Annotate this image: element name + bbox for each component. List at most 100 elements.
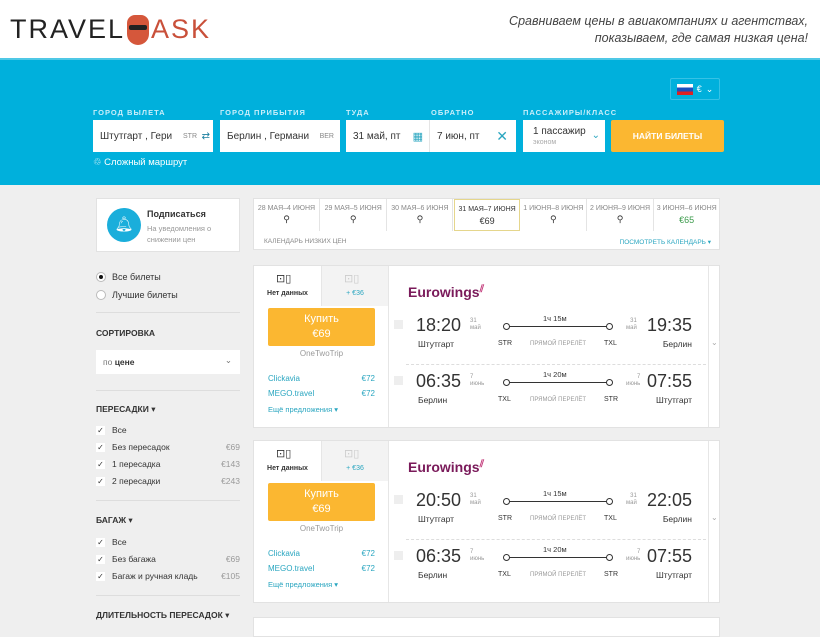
from-value: Штутгарт , Гери bbox=[100, 130, 173, 142]
close-icon[interactable]: ✕ bbox=[496, 127, 508, 144]
checkbox-checked-icon[interactable]: ✓ bbox=[96, 442, 105, 452]
filter-checkbox[interactable]: ✓ Багаж и ручная кладь €105 bbox=[96, 571, 240, 581]
swap-icon[interactable]: ⇄ bbox=[201, 130, 210, 142]
view-calendar-link[interactable]: ПОСМОТРЕТЬ КАЛЕНДАРЬ ▾ bbox=[619, 239, 711, 246]
flight-segment[interactable]: 20:50 31 май Штутгарт 1ч 15м STR ПРЯМОЙ П… bbox=[386, 488, 706, 538]
expand-chevron-icon[interactable]: ⌄ bbox=[711, 513, 718, 522]
departure-city: Берлин bbox=[418, 395, 448, 405]
calendar-day[interactable]: 28 МАЯ–4 ИЮНЯ ⚲ bbox=[254, 199, 320, 231]
tab-baggage[interactable]: ⊡▯ + €36 bbox=[321, 266, 388, 306]
tab-baggage[interactable]: ⊡▯ + €36 bbox=[321, 441, 388, 481]
checkbox-checked-icon[interactable]: ✓ bbox=[96, 459, 105, 469]
baggage-heading[interactable]: БАГАЖ ▾ bbox=[96, 515, 133, 525]
filter-label: 1 пересадка bbox=[112, 459, 161, 469]
flight-segment[interactable]: 06:35 7 июнь Берлин 1ч 20м TXL ПРЯМОЙ ПЕР… bbox=[386, 369, 706, 419]
russia-flag-icon bbox=[676, 83, 693, 95]
offer-agency: Clickavia bbox=[268, 374, 301, 383]
checkbox-checked-icon[interactable]: ✓ bbox=[96, 425, 105, 435]
buy-button[interactable]: Купить €69 bbox=[268, 308, 375, 346]
filter-checkbox[interactable]: ✓ 2 пересадки €243 bbox=[96, 476, 240, 486]
sort-select[interactable]: по цене ⌄ bbox=[96, 350, 240, 374]
pax-label: ПАССАЖИРЫ/КЛАСС bbox=[523, 108, 618, 117]
segment-checkbox[interactable] bbox=[394, 551, 403, 560]
departure-time: 06:35 bbox=[416, 371, 462, 391]
month: июнь bbox=[626, 381, 641, 387]
arrival-city: Штутгарт bbox=[656, 570, 692, 580]
more-offers-link[interactable]: Ещё предложения ▾ bbox=[268, 405, 339, 414]
divider bbox=[96, 390, 240, 391]
filter-checkbox[interactable]: ✓ Все bbox=[96, 537, 240, 547]
logo-text-ask: ASK bbox=[151, 14, 212, 44]
tab-no-data[interactable]: ⊡▯ Нет данных bbox=[254, 266, 321, 306]
currency-selector[interactable]: € ⌄ bbox=[670, 78, 720, 100]
filter-checkbox[interactable]: ✓ Без пересадок €69 bbox=[96, 442, 240, 452]
flight-type: ПРЯМОЙ ПЕРЕЛЁТ bbox=[530, 572, 587, 578]
divider bbox=[96, 500, 240, 501]
flight-segment[interactable]: 06:35 7 июнь Берлин 1ч 20м TXL ПРЯМОЙ ПЕР… bbox=[386, 544, 706, 594]
logo[interactable]: TRAVEL ASK bbox=[10, 14, 211, 45]
subscribe-box[interactable]: 🔔︎ Подписаться На уведомления о снижении … bbox=[96, 198, 240, 252]
stops-heading[interactable]: ПЕРЕСАДКИ ▾ bbox=[96, 404, 156, 414]
offer-row[interactable]: Clickavia €72 bbox=[268, 549, 375, 558]
complex-route-link[interactable]: ♲ Сложный маршрут bbox=[93, 157, 187, 168]
checkbox-checked-icon[interactable]: ✓ bbox=[96, 571, 105, 581]
from-input[interactable]: Штутгарт , Гери STR ⇄ bbox=[93, 120, 213, 152]
offer-row[interactable]: MEGO.travel €72 bbox=[268, 389, 375, 398]
return-date-input[interactable]: 7 июн, пт ✕ bbox=[430, 120, 516, 152]
calendar-day[interactable]: 1 ИЮНЯ–8 ИЮНЯ ⚲ bbox=[521, 199, 587, 231]
filter-checkbox[interactable]: ✓ 1 пересадка €143 bbox=[96, 459, 240, 469]
flight-type: ПРЯМОЙ ПЕРЕЛЁТ bbox=[530, 516, 587, 522]
filter-checkbox[interactable]: ✓ Все bbox=[96, 425, 240, 435]
segment-checkbox[interactable] bbox=[394, 495, 403, 504]
tab-label: Нет данных bbox=[267, 290, 308, 297]
result-card: ⊡▯ Нет данных ⊡▯ + €36 Купить €69 OneTwoTri… bbox=[253, 265, 720, 428]
arrival-date: 31 май bbox=[626, 493, 637, 507]
radio-all-tickets[interactable]: Все билеты bbox=[96, 272, 161, 282]
subscribe-title: Подписаться bbox=[147, 209, 206, 219]
to-code: BER bbox=[319, 133, 334, 140]
month: июнь bbox=[626, 556, 641, 562]
flight-duration: 1ч 15м bbox=[543, 489, 567, 498]
departure-city: Штутгарт bbox=[418, 339, 454, 349]
radio-unchecked[interactable] bbox=[96, 290, 106, 300]
to-value: Берлин , Германи bbox=[227, 130, 310, 142]
chevron-down-icon: ⌄ bbox=[705, 83, 714, 94]
checkbox-checked-icon[interactable]: ✓ bbox=[96, 537, 105, 547]
calendar-icon[interactable]: ▦ bbox=[412, 130, 423, 143]
month: май bbox=[470, 500, 481, 506]
calendar-day[interactable]: 3 ИЮНЯ–6 ИЮНЯ €65 bbox=[654, 199, 721, 231]
find-tickets-button[interactable]: НАЙТИ БИЛЕТЫ bbox=[611, 120, 724, 152]
expand-chevron-icon[interactable]: ⌄ bbox=[711, 338, 718, 347]
passengers-select[interactable]: 1 пассажир эконом ⌄ bbox=[523, 120, 605, 152]
offer-row[interactable]: MEGO.travel €72 bbox=[268, 564, 375, 573]
calendar-day[interactable]: 2 ИЮНЯ–9 ИЮНЯ ⚲ bbox=[588, 199, 654, 231]
calendar-day[interactable]: 29 МАЯ–5 ИЮНЯ ⚲ bbox=[321, 199, 387, 231]
tagline-line: показываем, где самая низкая цена! bbox=[594, 31, 808, 45]
arrival-time: 22:05 bbox=[646, 490, 692, 510]
radio-checked[interactable] bbox=[96, 272, 106, 282]
filter-checkbox[interactable]: ✓ Без багажа €69 bbox=[96, 554, 240, 564]
segment-checkbox[interactable] bbox=[394, 320, 403, 329]
calendar-day[interactable]: 30 МАЯ–6 ИЮНЯ ⚲ bbox=[387, 199, 454, 231]
to-input[interactable]: Берлин , Германи BER bbox=[220, 120, 340, 152]
month: май bbox=[470, 325, 481, 331]
airline-logo: Eurowings⫽ bbox=[408, 284, 484, 300]
more-offers-link[interactable]: Ещё предложения ▾ bbox=[268, 580, 339, 589]
layover-duration-heading[interactable]: ДЛИТЕЛЬНОСТЬ ПЕРЕСАДОК ▾ bbox=[96, 610, 230, 620]
offer-row[interactable]: Clickavia €72 bbox=[268, 374, 375, 383]
flight-segment[interactable]: 18:20 31 май Штутгарт 1ч 15м STR ПРЯМОЙ П… bbox=[386, 313, 706, 363]
segment-checkbox[interactable] bbox=[394, 376, 403, 385]
departure-date: 31 май bbox=[470, 493, 481, 507]
sort-prefix: по bbox=[103, 357, 115, 367]
calendar-label: КАЛЕНДАРЬ НИЗКИХ ЦЕН bbox=[264, 238, 347, 245]
checkbox-checked-icon[interactable]: ✓ bbox=[96, 554, 105, 564]
month: май bbox=[626, 325, 637, 331]
tab-no-data[interactable]: ⊡▯ Нет данных bbox=[254, 441, 321, 481]
calendar-day[interactable]: 31 МАЯ–7 ИЮНЯ €69 bbox=[454, 199, 521, 231]
checkbox-checked-icon[interactable]: ✓ bbox=[96, 476, 105, 486]
day: 7 bbox=[470, 374, 474, 380]
depart-date-input[interactable]: 31 май, пт ▦ bbox=[346, 120, 430, 152]
buy-button[interactable]: Купить €69 bbox=[268, 483, 375, 521]
radio-best-tickets[interactable]: Лучшие билеты bbox=[96, 290, 178, 300]
radio-label: Все билеты bbox=[112, 272, 161, 282]
